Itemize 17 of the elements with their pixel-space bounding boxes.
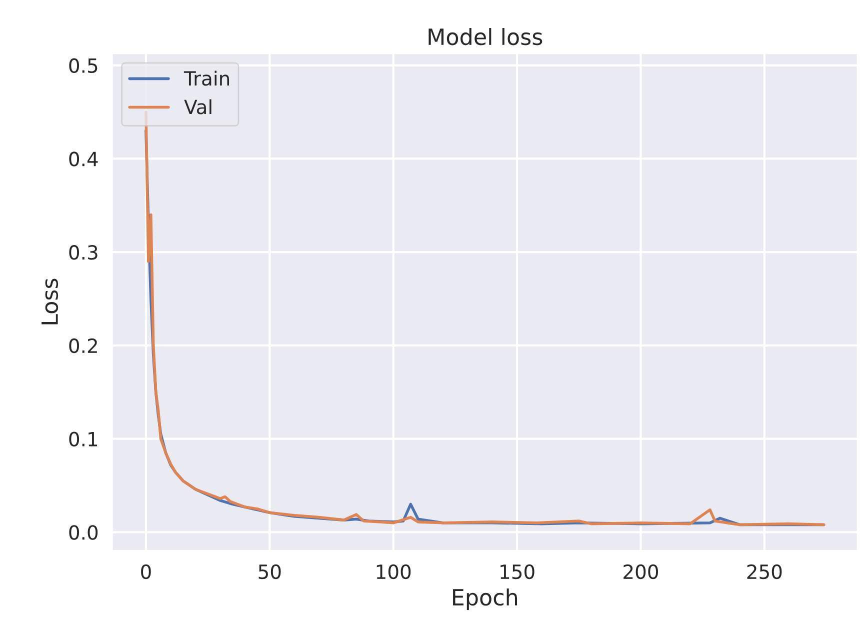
- x-tick-label: 0: [141, 564, 151, 580]
- x-tick-label: 250: [747, 564, 782, 580]
- x-axis-title: Epoch: [453, 588, 518, 610]
- x-tick-label: 200: [624, 564, 658, 580]
- y-tick-label: 0.1: [69, 432, 98, 446]
- y-tick-label: 0.3: [69, 245, 98, 260]
- y-axis-title: Loss: [42, 278, 58, 324]
- x-tick-label: 100: [376, 564, 411, 580]
- legend-label: Val: [184, 99, 212, 114]
- legend-label: Train: [184, 70, 229, 86]
- x-tick-label: 50: [258, 564, 281, 580]
- y-tick-label: 0.5: [69, 58, 98, 74]
- y-tick-label: 0.2: [69, 338, 97, 354]
- y-tick-label: 0.4: [69, 152, 98, 166]
- y-tick-label: 0.0: [69, 525, 98, 540]
- x-tick-label: 150: [500, 564, 534, 580]
- chart-title: Model loss: [428, 28, 542, 46]
